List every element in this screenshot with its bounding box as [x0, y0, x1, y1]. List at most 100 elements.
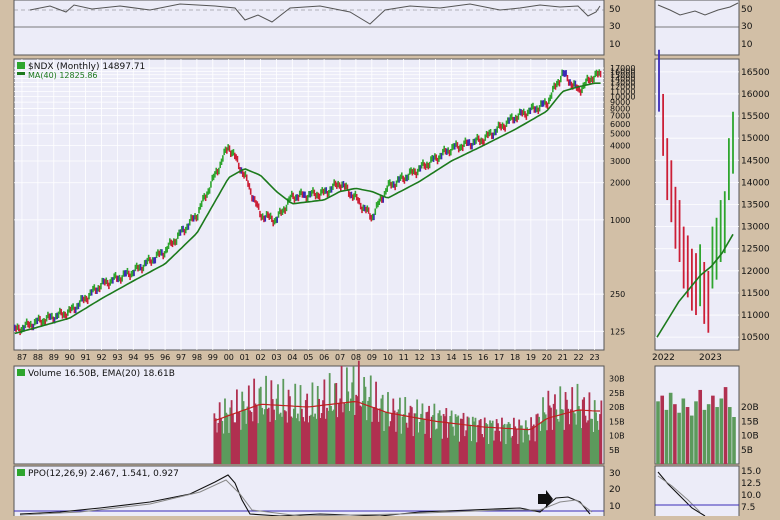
zoom-volume-bar: [656, 401, 660, 464]
x-axis-label: 04: [287, 353, 297, 362]
ma-legend-swatch: [17, 72, 25, 75]
volume-bar: [369, 375, 372, 464]
volume-bar: [322, 400, 324, 464]
volume-bar: [461, 418, 464, 464]
volume-bar: [580, 428, 583, 464]
price-tick-label: 16000: [610, 67, 635, 76]
volume-bar: [502, 425, 505, 464]
volume-bars: [213, 360, 603, 464]
volume-bar: [347, 391, 350, 464]
volume-bar: [236, 389, 238, 464]
volume-bar: [381, 394, 384, 464]
volume-bar: [523, 429, 526, 464]
x-axis-label: 03: [271, 353, 281, 362]
volume-bar: [342, 412, 344, 464]
volume-bar: [445, 408, 448, 464]
volume-bar: [402, 414, 405, 464]
volume-bar: [462, 412, 465, 464]
price-tick-label: 250: [610, 290, 625, 299]
volume-bar: [458, 441, 461, 464]
volume-bar: [361, 400, 364, 464]
volume-bar: [410, 407, 413, 464]
volume-bar: [491, 420, 494, 464]
volume-bar: [335, 382, 338, 464]
volume-bar: [326, 407, 328, 464]
price-grid: [14, 59, 604, 350]
volume-bar: [581, 399, 584, 464]
volume-bar: [283, 410, 286, 464]
volume-bar: [441, 438, 444, 464]
volume-bar: [311, 382, 314, 464]
volume-bar: [531, 426, 534, 464]
zoom-volume-bar: [677, 412, 681, 464]
volume-bar: [466, 416, 469, 464]
x-axis-label: 93: [112, 353, 122, 362]
x-axis-label: 17: [494, 353, 504, 362]
volume-bar: [267, 407, 270, 464]
zoom-tick-label: 15000: [741, 134, 770, 144]
volume-bar: [426, 411, 429, 464]
volume-bar: [371, 421, 373, 464]
volume-tick-label: 30B: [609, 375, 625, 384]
volume-bar: [251, 421, 254, 464]
volume-bar: [548, 405, 551, 464]
volume-bar: [446, 437, 449, 464]
volume-bar: [228, 432, 230, 464]
volume-bar: [319, 417, 322, 464]
volume-bar: [469, 424, 472, 464]
volume-bar: [532, 424, 535, 464]
volume-bar: [257, 423, 260, 464]
ppo-tick-label: 30: [609, 469, 621, 479]
volume-bar: [421, 403, 424, 464]
volume-bar: [434, 429, 437, 464]
volume-bar: [363, 377, 366, 464]
volume-bar: [497, 423, 499, 464]
volume-bar: [269, 421, 271, 464]
volume-bar: [577, 406, 580, 464]
ppo-tick-label: 10: [609, 502, 621, 512]
volume-bar: [255, 405, 258, 464]
volume-bar: [401, 416, 404, 464]
volume-bar: [503, 423, 506, 464]
volume-bar: [599, 414, 601, 464]
volume-bar: [477, 424, 480, 464]
x-axis-label: 08: [351, 353, 361, 362]
zoom-tick-label: 11000: [741, 311, 770, 321]
zoom-tick-label: 12000: [741, 267, 770, 277]
volume-bar: [535, 414, 538, 464]
volume-bar: [505, 444, 507, 464]
zoom-volume-bar: [698, 389, 703, 464]
volume-bar: [224, 398, 226, 464]
volume-bar: [213, 413, 216, 464]
x-axis-label: 97: [176, 353, 186, 362]
volume-bar: [494, 430, 497, 464]
volume-bar: [490, 423, 493, 464]
x-axis-label: 21: [558, 353, 568, 362]
volume-bar: [238, 412, 241, 464]
volume-bar: [416, 399, 419, 464]
ppo-tick-label: 20: [609, 485, 621, 495]
volume-bar: [367, 400, 370, 464]
volume-bar: [259, 386, 262, 464]
x-axis-label: 07: [335, 353, 345, 362]
volume-bar: [216, 432, 218, 464]
volume-bar: [565, 399, 568, 464]
ma40-line: [14, 82, 601, 335]
x-axis-label: 92: [96, 353, 106, 362]
volume-bar: [408, 412, 411, 464]
volume-bar: [514, 426, 517, 464]
volume-bar: [583, 397, 586, 464]
zoom-x-label: 2023: [699, 353, 722, 363]
volume-bar: [392, 398, 395, 464]
volume-bar: [308, 415, 311, 464]
volume-bar: [452, 426, 454, 464]
price-tick-label: 1000: [610, 216, 630, 225]
volume-bar: [550, 407, 552, 464]
volume-bar: [330, 405, 332, 464]
price-tick-label: 3000: [610, 157, 630, 166]
price-tick-labels: 1700016000150001400013000120001100010000…: [610, 64, 635, 336]
price-tick-label: 8000: [610, 104, 630, 113]
volume-bar: [409, 405, 412, 464]
volume-bar: [528, 440, 531, 464]
volume-bar: [316, 385, 319, 464]
